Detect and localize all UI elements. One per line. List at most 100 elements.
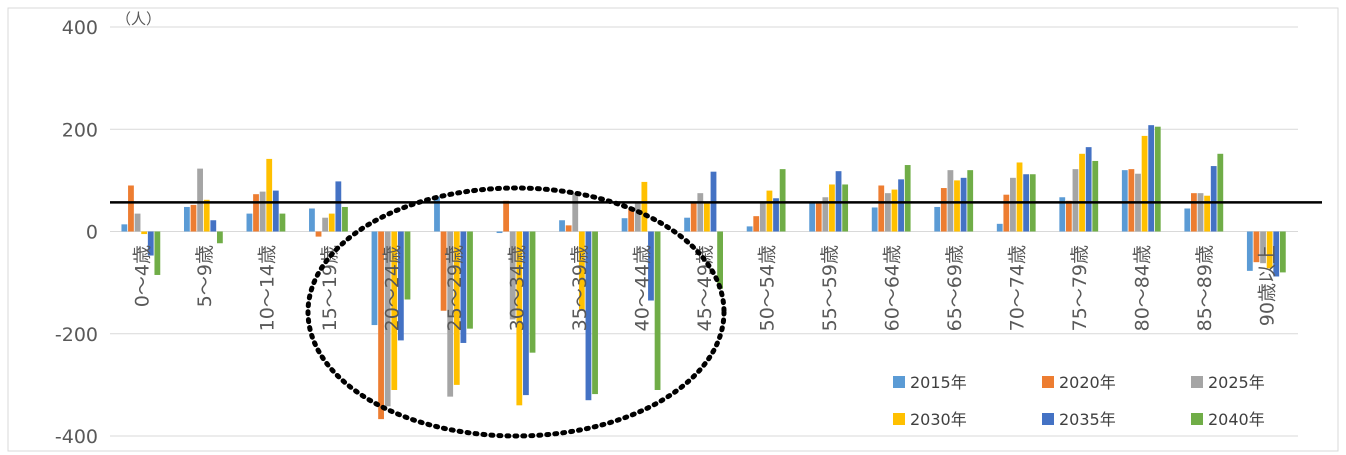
legend-label: 2040年 <box>1208 410 1265 429</box>
bar <box>578 231 585 311</box>
bar <box>746 226 753 232</box>
bar <box>717 231 723 289</box>
y-axis-unit-label: （人） <box>116 10 161 28</box>
bar <box>322 217 329 232</box>
bar <box>460 231 467 343</box>
bar <box>766 190 773 232</box>
bar <box>397 231 404 341</box>
category-label: 65～69歳 <box>944 245 966 331</box>
bar <box>141 231 148 235</box>
bar <box>585 231 592 401</box>
bar <box>947 170 954 232</box>
bar <box>328 213 335 232</box>
legend-swatch <box>1042 413 1054 425</box>
bar <box>815 203 822 232</box>
bar <box>335 181 342 232</box>
bar <box>154 231 161 275</box>
bar <box>898 179 904 232</box>
bar <box>690 203 697 232</box>
bar <box>1204 195 1211 232</box>
bar <box>871 207 878 232</box>
category-label: 30～34歳 <box>506 245 528 331</box>
bar <box>503 200 510 232</box>
bar <box>279 213 286 232</box>
bar <box>773 198 779 232</box>
bar <box>779 169 786 232</box>
bar <box>453 231 460 385</box>
legend-label: 2015年 <box>910 373 967 392</box>
bar <box>1197 193 1204 232</box>
bar <box>1253 231 1260 263</box>
bar <box>1210 166 1217 232</box>
category-label: 90歳以上 <box>1257 245 1279 326</box>
category-label: 35～39歳 <box>569 245 591 331</box>
legend-swatch <box>1191 413 1203 425</box>
y-tick-label: 200 <box>62 119 98 141</box>
bar <box>1092 160 1099 232</box>
legend-swatch <box>1042 376 1054 388</box>
bar <box>753 216 760 232</box>
bar <box>559 220 565 232</box>
bar <box>1072 169 1079 232</box>
bar <box>684 217 690 232</box>
category-label: 75～79歳 <box>1069 245 1091 331</box>
bar <box>759 203 766 232</box>
bar <box>621 218 628 232</box>
bar <box>565 225 572 232</box>
bar <box>246 213 253 232</box>
bar <box>315 231 322 237</box>
category-label: 60～64歳 <box>882 245 904 331</box>
bar <box>954 180 960 232</box>
bar <box>842 184 849 232</box>
bar <box>1246 231 1253 271</box>
bar <box>183 206 190 232</box>
bar <box>648 231 654 301</box>
category-label: 20～24歳 <box>381 245 403 331</box>
category-label: 55～59歳 <box>819 245 841 331</box>
bar <box>1266 231 1273 269</box>
legend-swatch <box>1191 376 1203 388</box>
bar <box>634 203 641 232</box>
bar <box>967 170 974 232</box>
bar <box>509 231 516 320</box>
category-label: 85～89歳 <box>1194 245 1216 331</box>
bar <box>822 197 829 232</box>
legend-label: 2020年 <box>1059 373 1116 392</box>
dotted-ellipse-annotation <box>305 185 727 439</box>
bar <box>884 193 891 232</box>
bar <box>878 185 885 232</box>
bar <box>829 184 835 232</box>
category-label: 40～44歳 <box>631 245 653 331</box>
bar <box>197 168 203 232</box>
bar <box>1085 147 1092 232</box>
bar <box>190 204 197 232</box>
bar <box>266 158 273 232</box>
bar <box>253 194 259 232</box>
bar <box>1184 208 1191 232</box>
bar <box>809 203 816 232</box>
bar <box>1059 197 1066 232</box>
legend-label: 2025年 <box>1208 373 1265 392</box>
y-tick-label: -400 <box>55 426 98 448</box>
bar <box>654 231 661 390</box>
bar <box>934 206 941 232</box>
legend: 2015年 2020年 2025年 2030年 2035年 2040年 <box>893 373 1265 429</box>
category-label: 70～74歳 <box>1007 245 1029 331</box>
bar <box>1279 231 1286 273</box>
bar <box>697 193 704 232</box>
bar <box>592 231 598 395</box>
bar <box>891 189 898 232</box>
legend-label: 2030年 <box>910 410 967 429</box>
bar <box>259 191 266 232</box>
bar <box>1154 126 1161 232</box>
bar <box>147 231 154 256</box>
y-tick-label: 400 <box>62 17 98 39</box>
bar <box>121 224 128 232</box>
bar <box>134 213 141 232</box>
bar <box>940 188 947 232</box>
bar <box>203 199 210 232</box>
bar <box>516 231 523 406</box>
category-label: 25～29歳 <box>444 245 466 331</box>
bar <box>1010 177 1016 232</box>
